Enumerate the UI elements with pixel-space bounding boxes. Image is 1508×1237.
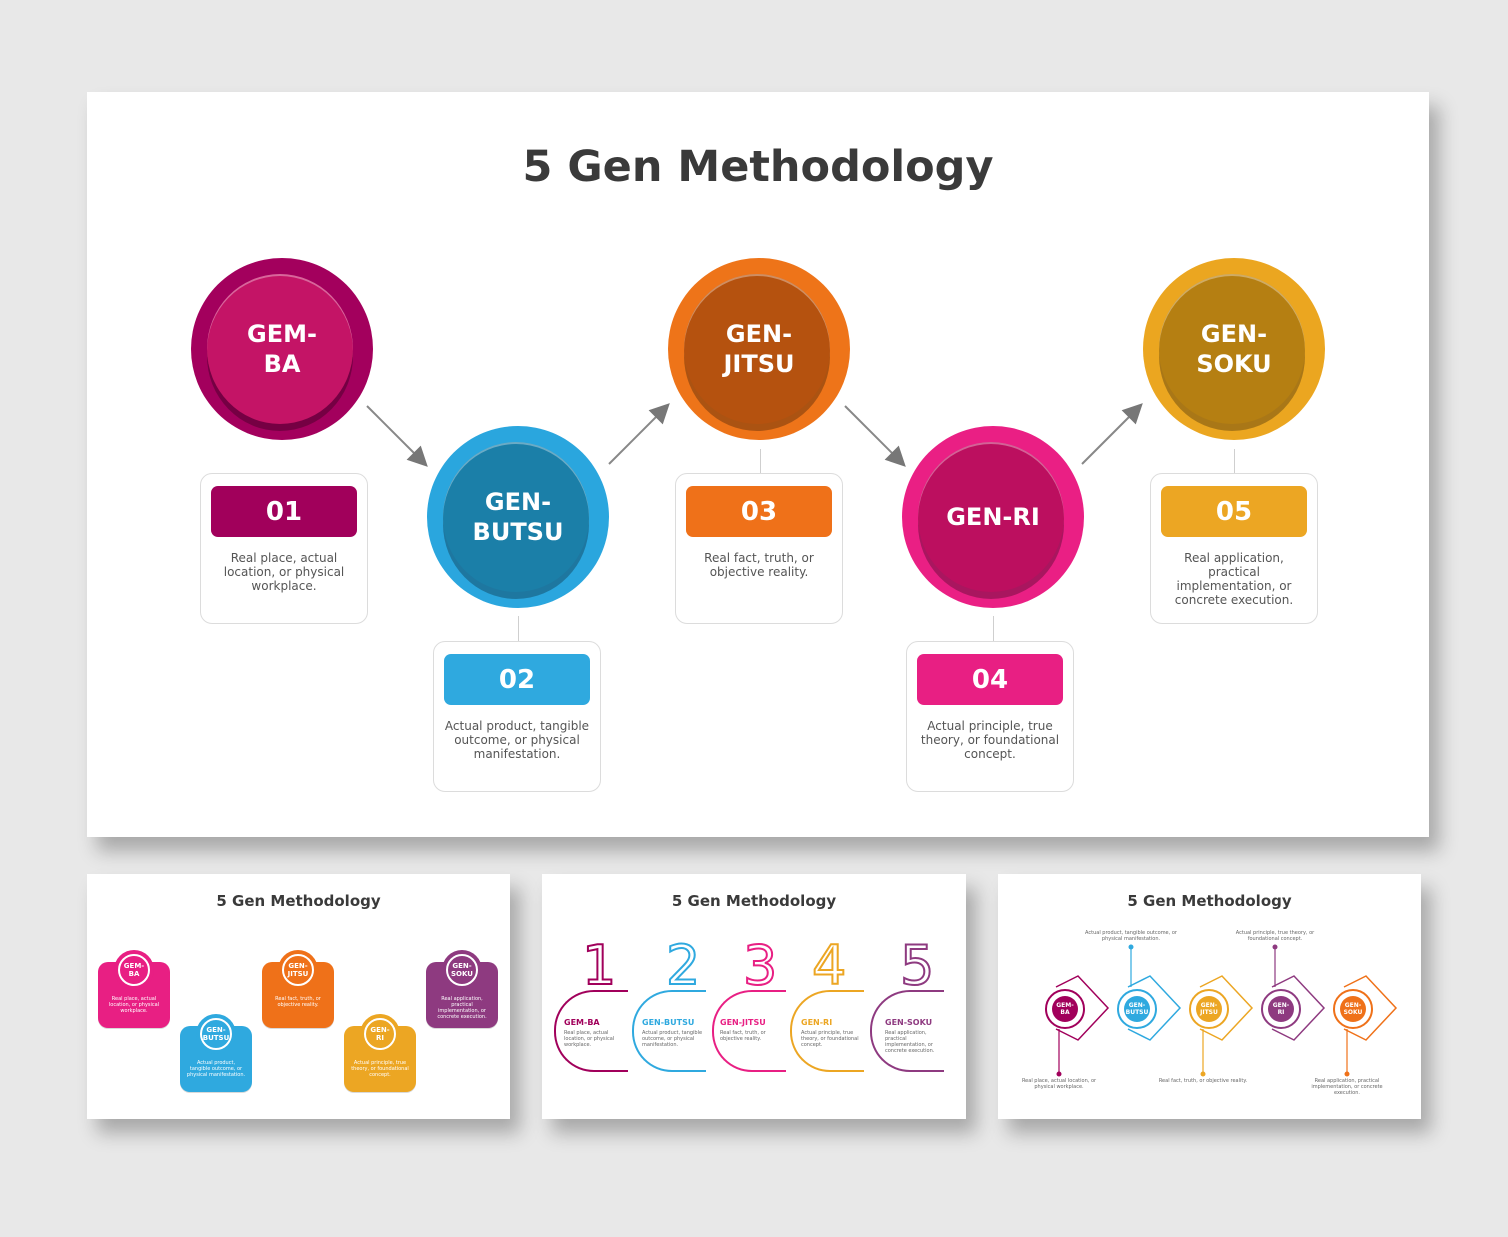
thumb2-digit: 1: [581, 933, 617, 998]
thumb3-desc: Actual product, tangible outcome, or phy…: [1085, 930, 1177, 942]
thumbnail-title: 5 Gen Methodology: [216, 892, 381, 910]
step-circle-gensoku: GEN- SOKU: [1143, 258, 1325, 440]
step-number: 03: [686, 486, 832, 537]
thumb2-desc: Actual product, tangible outcome, or phy…: [642, 1030, 703, 1048]
step-description: Actual product, tangible outcome, or phy…: [444, 719, 590, 761]
step-description: Real place, actual location, or physical…: [223, 551, 345, 593]
thumb3-circle-label: GEN- RI: [1268, 996, 1294, 1022]
thumb2-label: GEM-BA: [564, 1018, 600, 1027]
step-circle-genbutsu: GEN- BUTSU: [427, 426, 609, 608]
thumb2-arc: [790, 990, 864, 1072]
step-description: Real fact, truth, or objective reality.: [704, 551, 814, 579]
thumb2-digit: 3: [742, 933, 778, 998]
thumbnail-slide-2[interactable]: 5 Gen Methodology 1 GEM-BA Real place, a…: [542, 874, 966, 1119]
arrow-1: [366, 405, 428, 467]
step-number: 05: [1161, 486, 1307, 537]
thumb3-circle-label: GEN- SOKU: [1340, 996, 1366, 1022]
step-circle-label: GEN- JITSU: [723, 320, 795, 378]
thumb1-ring-label: GEM- BA: [118, 954, 150, 986]
thumb3-circle-label: GEN- BUTSU: [1124, 996, 1150, 1022]
step-number: 01: [211, 486, 357, 537]
step-circle-label: GEN- BUTSU: [472, 488, 564, 546]
step-circle-label: GEN-RI: [946, 503, 1040, 531]
thumb2-desc: Actual principle, true theory, or founda…: [801, 1030, 859, 1048]
step-circle-inner: [443, 442, 589, 592]
thumb1-card-genbutsu: GEN- BUTSU Actual product, tangible outc…: [180, 1014, 252, 1092]
thumb2-arc: [554, 990, 628, 1072]
thumb2-digit: 2: [665, 933, 701, 998]
thumb3-desc: Real place, actual location, or physical…: [1021, 1078, 1097, 1090]
thumbnail-slide-3[interactable]: 5 Gen Methodology GEM- BA GEN- BUTSU GEN…: [998, 874, 1421, 1119]
thumb1-card-genjitsu: GEN- JITSU Real fact, truth, or objectiv…: [262, 950, 334, 1028]
thumb3-desc: Real fact, truth, or objective reality.: [1158, 1078, 1248, 1084]
thumb3-desc: Real application, practical implementati…: [1311, 1078, 1383, 1096]
thumb2-desc: Real application, practical implementati…: [885, 1030, 935, 1054]
thumbnail-title: 5 Gen Methodology: [1127, 892, 1292, 910]
thumb2-digit: 4: [811, 933, 847, 998]
step-description: Actual principle, true theory, or founda…: [920, 719, 1060, 761]
step-circle-inner: [918, 442, 1064, 592]
step-circle-gemba: GEM- BA: [191, 258, 373, 440]
step-card-02: 02 Actual product, tangible outcome, or …: [433, 641, 601, 792]
step-description: Real application, practical implementati…: [1174, 551, 1294, 607]
step-card-03: 03 Real fact, truth, or objective realit…: [675, 473, 843, 624]
thumb3-circle: GEM- BA: [1045, 989, 1085, 1029]
thumb1-card-gensoku: GEN- SOKU Real application, practical im…: [426, 950, 498, 1028]
thumb2-desc: Real fact, truth, or objective reality.: [720, 1030, 766, 1042]
thumb3-circle: GEN- BUTSU: [1117, 989, 1157, 1029]
step-circle-inner: [1159, 274, 1305, 424]
connector-04: [993, 616, 994, 641]
step-circle-inner: [684, 274, 830, 424]
main-slide: 5 Gen Methodology GEM- BA 01 Real place,…: [87, 92, 1429, 837]
thumbnail-slide-1[interactable]: 5 Gen Methodology GEM- BA Real place, ac…: [87, 874, 510, 1119]
thumb3-circle: GEN- SOKU: [1333, 989, 1373, 1029]
thumb3-circle-label: GEM- BA: [1052, 996, 1078, 1022]
step-circle-genri: GEN-RI: [902, 426, 1084, 608]
thumb1-ring-label: GEN- BUTSU: [200, 1018, 232, 1050]
step-circle-label: GEM- BA: [247, 320, 317, 378]
main-slide-title: 5 Gen Methodology: [522, 142, 994, 192]
thumb1-card-genri: GEN- RI Actual principle, true theory, o…: [344, 1014, 416, 1092]
thumb1-ring-label: GEN- JITSU: [282, 954, 314, 986]
arrow-2: [608, 403, 670, 465]
thumb3-arrows: [1055, 944, 1398, 1077]
arrow-3: [844, 405, 906, 467]
thumb1-card-gemba: GEM- BA Real place, actual location, or …: [98, 950, 170, 1028]
step-card-04: 04 Actual principle, true theory, or fou…: [906, 641, 1074, 792]
step-circle-label: GEN- SOKU: [1196, 320, 1272, 378]
thumb2-arc: [712, 990, 786, 1072]
thumb2-arc: [870, 990, 944, 1072]
thumb2-label: GEN-BUTSU: [642, 1018, 695, 1027]
connector-03: [760, 449, 761, 474]
thumb1-desc: Actual product, tangible outcome, or phy…: [186, 1060, 246, 1078]
flow-arrows: [366, 403, 1143, 467]
thumb1-ring-label: GEN- SOKU: [446, 954, 478, 986]
thumb1-desc: Real application, practical implementati…: [437, 996, 487, 1020]
thumbnail-title: 5 Gen Methodology: [671, 892, 837, 910]
thumb3-circle: GEN- JITSU: [1189, 989, 1229, 1029]
thumb1-desc: Real fact, truth, or objective reality.: [275, 996, 321, 1008]
thumb1-desc: Real place, actual location, or physical…: [108, 996, 160, 1014]
thumb2-arc: [632, 990, 706, 1072]
thumb3-desc: Actual principle, true theory, or founda…: [1235, 930, 1315, 942]
step-circle-inner: [207, 274, 353, 424]
step-number: 02: [444, 654, 590, 705]
thumb1-desc: Actual principle, true theory, or founda…: [351, 1060, 409, 1078]
step-circle-genjitsu: GEN- JITSU: [668, 258, 850, 440]
arrow-4: [1081, 403, 1143, 465]
thumb3-circle-label: GEN- JITSU: [1196, 996, 1222, 1022]
thumb2-digit: 5: [899, 933, 935, 998]
thumb3-circle: GEN- RI: [1261, 989, 1301, 1029]
step-card-01: 01 Real place, actual location, or physi…: [200, 473, 368, 624]
connector-05: [1234, 449, 1235, 474]
thumb2-desc: Real place, actual location, or physical…: [564, 1030, 615, 1048]
thumb2-label: GEN-RI: [801, 1018, 833, 1027]
thumb1-ring-label: GEN- RI: [364, 1018, 396, 1050]
thumb2-label: GEN-SOKU: [885, 1018, 933, 1027]
thumb2-label: GEN-JITSU: [720, 1018, 766, 1027]
connector-02: [518, 616, 519, 641]
step-number: 04: [917, 654, 1063, 705]
step-card-05: 05 Real application, practical implement…: [1150, 473, 1318, 624]
